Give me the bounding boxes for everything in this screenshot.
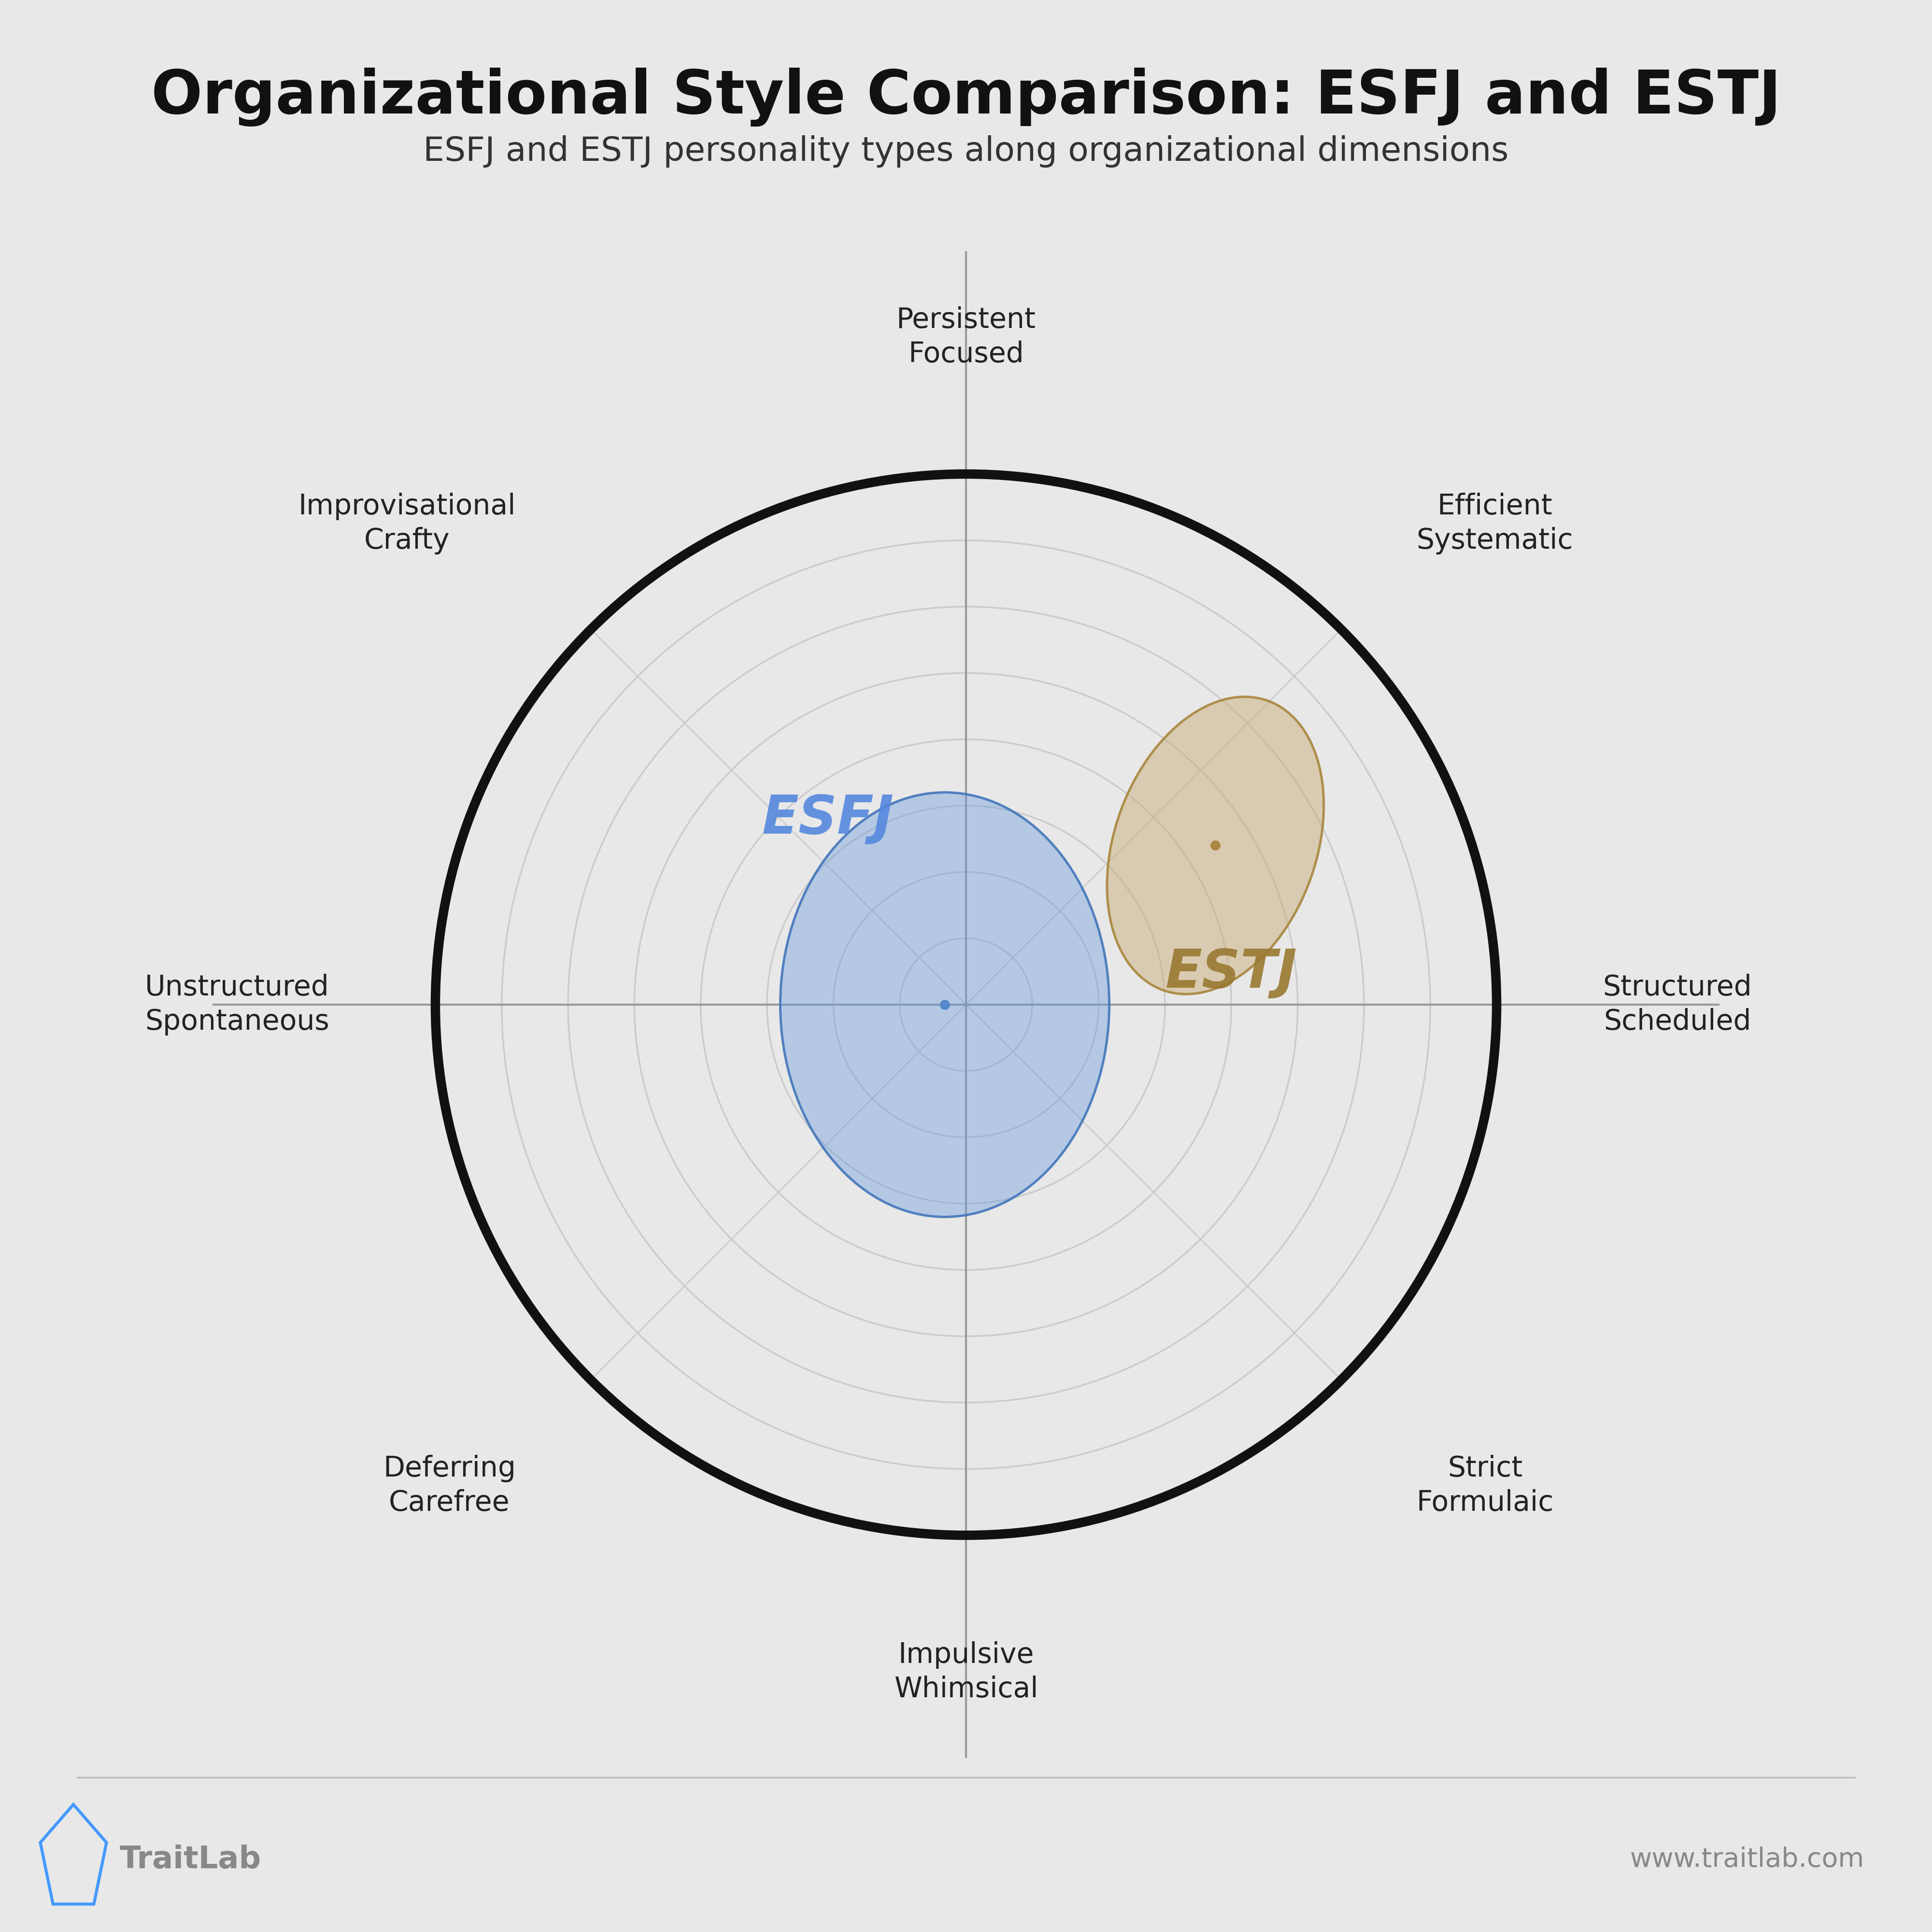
Text: Organizational Style Comparison: ESFJ and ESTJ: Organizational Style Comparison: ESFJ an… [151,68,1781,128]
Text: Structured
Scheduled: Structured Scheduled [1604,974,1752,1036]
Text: Strict
Formulaic: Strict Formulaic [1416,1455,1553,1517]
Text: Persistent
Focused: Persistent Focused [896,307,1036,367]
Text: Deferring
Carefree: Deferring Carefree [383,1455,516,1517]
Text: www.traitlab.com: www.traitlab.com [1631,1847,1864,1872]
Text: ESTJ: ESTJ [1165,947,1296,999]
Text: Unstructured
Spontaneous: Unstructured Spontaneous [145,974,328,1036]
Text: Efficient
Systematic: Efficient Systematic [1416,493,1573,554]
Text: ESFJ: ESFJ [761,792,895,844]
Text: Improvisational
Crafty: Improvisational Crafty [298,493,516,554]
Text: ESFJ and ESTJ personality types along organizational dimensions: ESFJ and ESTJ personality types along or… [423,135,1509,168]
Text: Impulsive
Whimsical: Impulsive Whimsical [895,1642,1037,1702]
Ellipse shape [781,792,1109,1217]
Ellipse shape [1107,697,1323,995]
Text: TraitLab: TraitLab [120,1845,261,1874]
